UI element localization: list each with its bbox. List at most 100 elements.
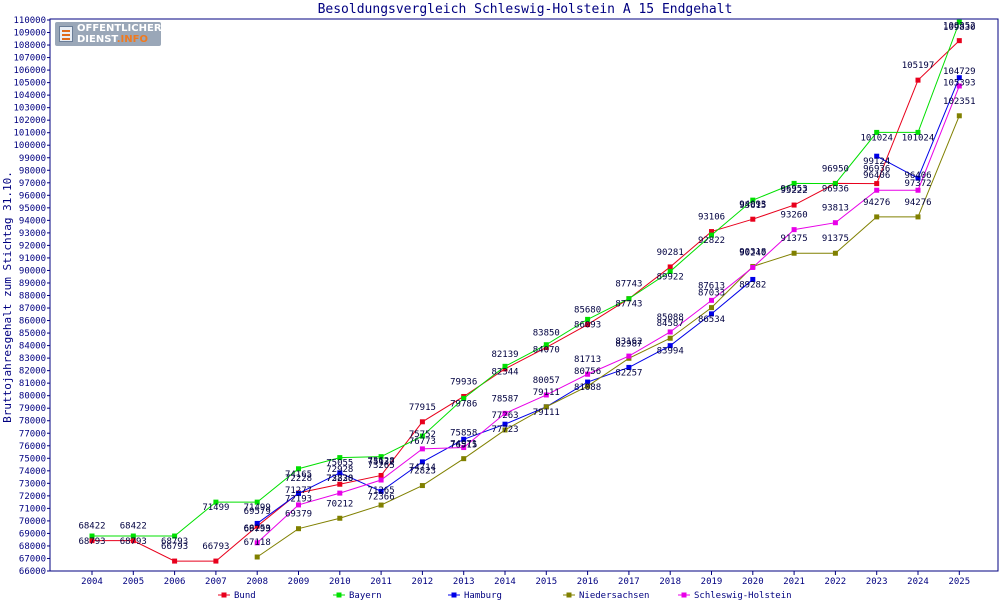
data-label: 102351 xyxy=(943,97,976,107)
series-point xyxy=(378,472,384,478)
axis-ticks: 66000 67000 68000 69000 70000 71000 72000 73000… xyxy=(13,16,970,587)
y-tick-label: 67000 xyxy=(19,554,46,564)
series-point xyxy=(213,499,219,505)
y-tick-label: 106000 xyxy=(13,66,46,76)
data-label: 82344 xyxy=(491,367,518,377)
data-label: 93813 xyxy=(822,204,849,214)
y-tick-label: 80000 xyxy=(19,392,46,402)
data-label: 79786 xyxy=(450,399,477,409)
series-point xyxy=(419,446,425,452)
series-point xyxy=(254,499,260,505)
data-label: 92822 xyxy=(698,236,725,246)
data-label: 77915 xyxy=(409,403,436,413)
series-point xyxy=(832,181,838,187)
series-point xyxy=(956,38,962,44)
legend-label: Niedersachsen xyxy=(579,591,649,600)
y-tick-label: 73000 xyxy=(19,479,46,489)
series-line xyxy=(92,21,960,537)
series-point xyxy=(89,538,95,544)
data-label: 77723 xyxy=(491,425,518,435)
data-label: 78587 xyxy=(491,394,518,404)
y-tick-label: 68000 xyxy=(19,542,46,552)
series-point xyxy=(543,392,549,398)
series-point xyxy=(874,214,880,220)
y-tick-label: 74000 xyxy=(19,467,46,477)
y-tick-label: 92000 xyxy=(19,241,46,251)
data-label: 72193 xyxy=(285,494,312,504)
data-label: 82139 xyxy=(491,350,518,360)
series-point xyxy=(502,366,508,372)
series-point xyxy=(419,483,425,489)
data-label: 82257 xyxy=(615,368,642,378)
series-point xyxy=(832,250,838,256)
data-label: 87613 xyxy=(698,281,725,291)
data-label: 72928 xyxy=(326,465,353,475)
y-tick-label: 71000 xyxy=(19,504,46,514)
series-point xyxy=(337,455,343,461)
data-label: 90318 xyxy=(739,247,766,257)
data-label: 87033 xyxy=(698,289,725,299)
series-point xyxy=(461,436,467,442)
series-point xyxy=(378,477,384,483)
x-tick-label: 2012 xyxy=(412,577,434,587)
data-label: 68793 xyxy=(120,537,147,547)
y-tick-label: 82000 xyxy=(19,367,46,377)
data-label: 96936 xyxy=(822,185,849,195)
logo-line-1: OFFENTLICHER xyxy=(77,23,162,34)
series-point xyxy=(667,343,673,349)
y-tick-label: 105000 xyxy=(13,79,46,89)
x-tick-label: 2004 xyxy=(81,577,103,587)
data-label: 79111 xyxy=(533,388,560,398)
legend-label: Schleswig-Holstein xyxy=(694,591,792,600)
data-label: 97372 xyxy=(904,179,931,189)
y-tick-label: 72000 xyxy=(19,492,46,502)
data-label: 69799 xyxy=(244,524,271,534)
data-label: 75132 xyxy=(368,458,395,468)
data-label: 95615 xyxy=(739,201,766,211)
y-tick-label: 76000 xyxy=(19,442,46,452)
series-point xyxy=(750,216,756,222)
series-point xyxy=(667,264,673,270)
x-tick-label: 2011 xyxy=(370,577,392,587)
series-point xyxy=(254,540,260,546)
series-point xyxy=(874,153,880,159)
legend: Bund Bayern Hamburg Niedersachsen Schleswig-… xyxy=(218,591,792,600)
x-tick-label: 2005 xyxy=(122,577,144,587)
series-point xyxy=(378,488,384,494)
y-tick-label: 84000 xyxy=(19,342,46,352)
series-point xyxy=(832,220,838,226)
series-lines xyxy=(89,19,962,564)
data-label: 85088 xyxy=(657,313,684,323)
series-point xyxy=(915,187,921,193)
series-point xyxy=(915,175,921,181)
series-point xyxy=(130,533,136,539)
site-logo: OFFENTLICHER DIENST.INFO xyxy=(55,22,162,46)
y-tick-label: 107000 xyxy=(13,54,46,64)
data-label: 74714 xyxy=(409,463,436,473)
data-label: 82987 xyxy=(615,339,642,349)
x-tick-label: 2020 xyxy=(742,577,764,587)
y-tick-label: 90000 xyxy=(19,266,46,276)
chart-title: Besoldungsvergleich Schleswig-Holstein A… xyxy=(318,2,733,17)
series-point xyxy=(750,264,756,270)
data-label: 86534 xyxy=(698,315,725,325)
data-label: 85680 xyxy=(574,306,601,316)
data-label: 71499 xyxy=(202,503,229,513)
data-label: 80057 xyxy=(533,376,560,386)
legend-swatch xyxy=(336,592,342,598)
series-point xyxy=(213,558,219,564)
y-tick-label: 79000 xyxy=(19,404,46,414)
y-tick-label: 109000 xyxy=(13,29,46,39)
series-point xyxy=(378,502,384,508)
series-point xyxy=(130,538,136,544)
data-label: 68253 xyxy=(244,524,271,534)
data-label: 96950 xyxy=(822,164,849,174)
data-label: 75055 xyxy=(326,459,353,469)
data-label: 83850 xyxy=(533,328,560,338)
series-line xyxy=(256,115,960,558)
data-label: 73838 xyxy=(326,474,353,484)
legend-swatch xyxy=(451,592,457,598)
data-label: 96953 xyxy=(781,184,808,194)
series-point xyxy=(956,75,962,81)
